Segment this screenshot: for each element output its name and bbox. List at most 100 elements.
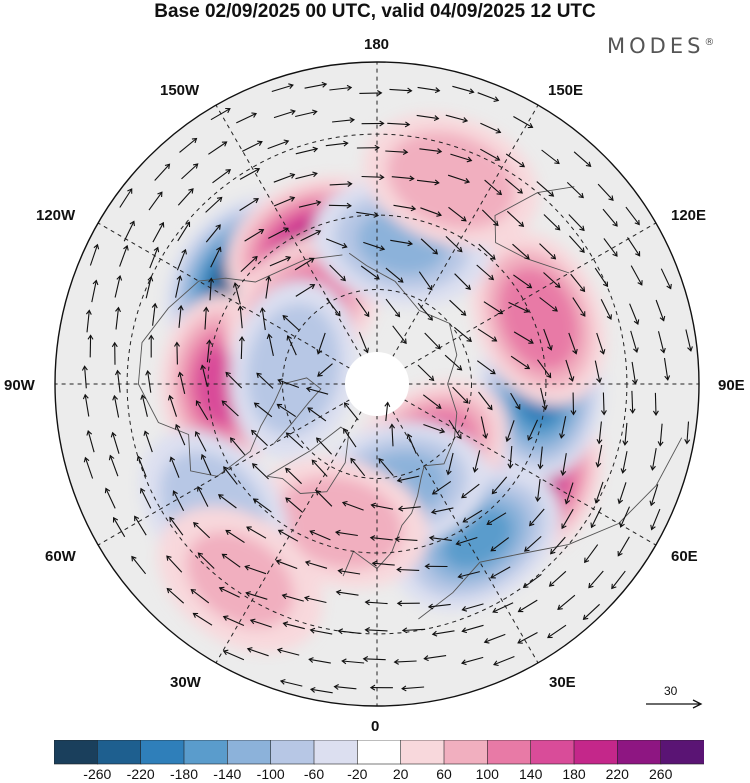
wind-vector-head xyxy=(410,205,417,212)
wind-vector-head xyxy=(218,586,225,593)
wind-vector xyxy=(448,419,462,439)
wind-vector xyxy=(307,407,327,422)
wind-vector xyxy=(173,490,185,511)
wind-vector-head xyxy=(612,221,618,227)
wind-vector xyxy=(560,416,567,438)
wind-vector xyxy=(527,419,539,441)
wind-vector-head xyxy=(659,315,666,322)
wind-vector-head xyxy=(190,588,197,595)
wind-vector-head xyxy=(561,523,567,530)
wind-vector xyxy=(594,360,601,383)
wind-vector-head xyxy=(131,555,137,562)
wind-vector-head xyxy=(123,244,129,251)
wind-vector xyxy=(166,588,185,604)
wind-vector-head xyxy=(568,376,575,382)
wind-vector-head xyxy=(377,90,383,96)
brand-text: MODES xyxy=(607,34,705,58)
wind-vector xyxy=(304,83,327,89)
wind-vector-head xyxy=(559,433,565,439)
wind-vector-head xyxy=(439,427,446,434)
wind-vector-head xyxy=(174,423,181,430)
wind-vector xyxy=(278,529,299,542)
wind-vector xyxy=(685,329,692,352)
wind-vector xyxy=(181,163,199,180)
wind-vector xyxy=(429,537,452,541)
wind-vector xyxy=(176,249,187,271)
wind-vector-head xyxy=(435,344,441,350)
wind-vector xyxy=(123,221,135,242)
wind-vector xyxy=(253,498,272,513)
wind-vector xyxy=(365,601,388,605)
wind-vector xyxy=(651,448,657,470)
wind-vector-head xyxy=(82,393,89,400)
wind-vector-head xyxy=(617,498,624,505)
wind-vector-head xyxy=(181,248,187,255)
wind-vector-head xyxy=(527,435,533,441)
wind-vector-head xyxy=(660,347,666,354)
wind-vector xyxy=(277,649,300,656)
colorbar-swatch xyxy=(270,740,315,765)
wind-vector xyxy=(278,379,300,389)
wind-vector-head xyxy=(256,372,262,379)
colorbar-tick-label: 100 xyxy=(475,766,499,782)
wind-vector xyxy=(317,332,326,354)
wind-vector xyxy=(89,244,99,266)
wind-vector-head xyxy=(308,657,314,663)
wind-vector xyxy=(402,686,425,690)
colorbar-tick-label: -220 xyxy=(126,766,155,782)
wind-vector xyxy=(390,239,413,245)
wind-vector xyxy=(370,537,393,541)
lon-label-30w: 30W xyxy=(170,674,201,691)
wind-vector xyxy=(456,536,478,545)
wind-vector-head xyxy=(404,121,411,128)
wind-vector-head xyxy=(379,245,386,251)
wind-vector xyxy=(325,238,347,248)
wind-vector-head xyxy=(147,275,154,282)
wind-vector xyxy=(600,299,612,320)
wind-vector xyxy=(245,565,267,575)
wind-vector xyxy=(509,445,513,468)
wind-vector-head xyxy=(595,462,602,468)
wind-vector xyxy=(343,428,357,448)
wind-vector-head xyxy=(373,211,380,218)
wind-vector-head xyxy=(335,589,342,596)
wind-vector xyxy=(655,299,665,321)
colorbar-swatch xyxy=(97,740,142,765)
wind-vector xyxy=(359,92,382,94)
wind-vector-head xyxy=(104,487,111,494)
wind-vector-head xyxy=(407,87,413,94)
wind-vector xyxy=(176,342,178,365)
wind-vector xyxy=(240,256,258,273)
wind-vector xyxy=(273,173,295,183)
wind-vector-head xyxy=(364,627,370,633)
wind-vector xyxy=(424,332,441,350)
wind-vector xyxy=(663,357,669,380)
wind-vector xyxy=(591,507,602,528)
wind-vector xyxy=(356,211,379,217)
wind-vector xyxy=(311,459,328,477)
wind-vector-head xyxy=(434,179,440,186)
wind-vector xyxy=(505,178,523,194)
wind-vector-head xyxy=(312,146,319,153)
wind-vector-head xyxy=(200,364,206,370)
wind-vector xyxy=(178,305,182,328)
wind-vector-head xyxy=(225,169,232,175)
wind-vector-head xyxy=(588,582,594,589)
wind-vector xyxy=(282,315,300,331)
wind-vector-head xyxy=(649,500,656,507)
wind-vector-head xyxy=(208,277,215,283)
wind-vector-head xyxy=(396,600,403,607)
wind-vector-head xyxy=(216,246,222,253)
wind-vector xyxy=(420,238,438,255)
wind-vector-head xyxy=(490,254,496,260)
wind-vector xyxy=(329,86,352,91)
wind-vector xyxy=(536,181,554,197)
wind-vector xyxy=(286,432,304,449)
wind-vector xyxy=(584,544,599,563)
wind-vector xyxy=(385,267,404,283)
wind-vector-head xyxy=(341,658,347,665)
wind-vector-head xyxy=(283,139,290,146)
wind-vector-head xyxy=(307,407,313,413)
colorbar-swatch xyxy=(227,740,272,765)
lon-label-120w: 120W xyxy=(36,207,76,224)
